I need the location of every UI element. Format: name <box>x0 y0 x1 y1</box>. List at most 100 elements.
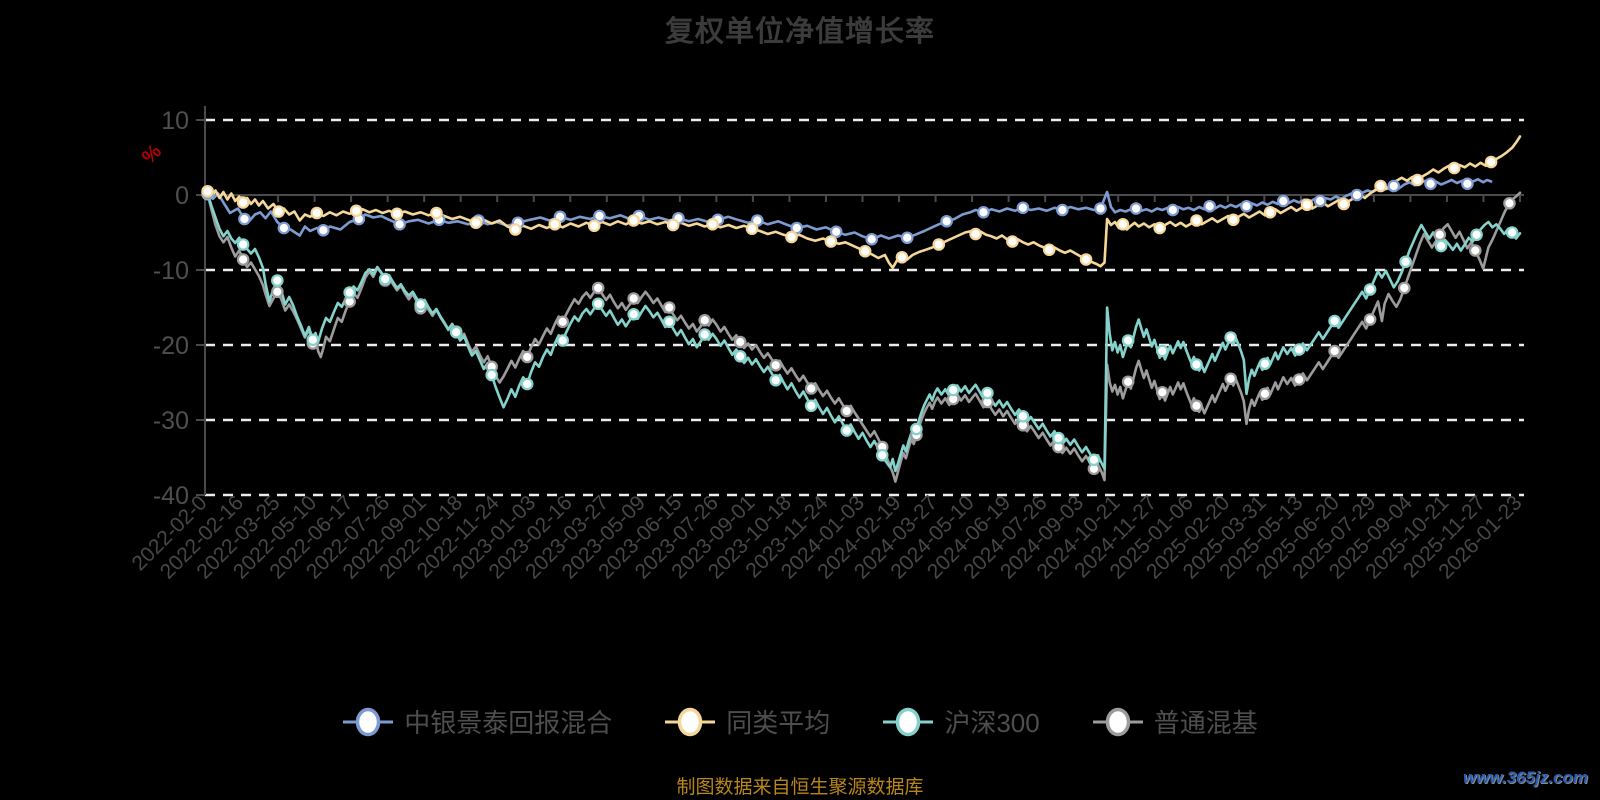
series-marker-3 <box>769 358 783 372</box>
series-marker-2 <box>1156 344 1169 358</box>
legend-item-3[interactable]: 普通混基 <box>1092 703 1258 740</box>
series-marker-3 <box>1190 399 1203 413</box>
series-marker-0 <box>1277 194 1290 208</box>
series-marker-0 <box>1203 199 1216 213</box>
series-marker-2 <box>981 386 994 400</box>
series-marker-1 <box>201 184 214 198</box>
series-marker-3 <box>627 292 640 305</box>
series-marker-1 <box>509 223 522 236</box>
series-marker-2 <box>236 238 250 251</box>
y-axis-label: -10 <box>153 257 189 285</box>
series-marker-2 <box>343 286 356 299</box>
series-marker-1 <box>745 222 759 236</box>
series-marker-2 <box>1052 431 1065 445</box>
series-marker-3 <box>1433 228 1447 242</box>
series-marker-2 <box>1505 226 1519 239</box>
legend-marker-icon <box>883 707 934 736</box>
series-marker-1 <box>895 250 909 264</box>
legend-marker-icon <box>665 707 716 736</box>
series-marker-0 <box>1129 202 1143 215</box>
legend-marker-icon <box>343 707 394 736</box>
legend-label: 同类平均 <box>726 708 831 738</box>
series-marker-1 <box>627 214 640 227</box>
data-source-note: 制图数据来自恒生聚源数据库 <box>676 777 924 798</box>
series-marker-1 <box>1447 161 1461 175</box>
series-marker-1 <box>706 217 719 231</box>
series-marker-1 <box>1006 235 1019 248</box>
series-marker-1 <box>1079 253 1093 266</box>
series-marker-3 <box>556 315 569 329</box>
series-marker-1 <box>1263 205 1277 219</box>
series-marker-3 <box>1121 375 1135 389</box>
series-marker-1 <box>349 204 363 218</box>
series-marker-2 <box>271 274 284 287</box>
series-marker-2 <box>627 307 640 321</box>
series-marker-1 <box>430 206 443 220</box>
legend-marker-icon <box>1092 707 1143 736</box>
series-line-1 <box>206 135 1522 270</box>
series-marker-1 <box>310 206 324 220</box>
series-marker-1 <box>236 196 250 209</box>
series-marker-0 <box>1056 203 1069 217</box>
series-marker-2 <box>875 448 889 462</box>
series-marker-1 <box>969 227 982 241</box>
series-marker-0 <box>277 221 291 235</box>
series-marker-1 <box>1300 198 1314 212</box>
series-marker-1 <box>1116 217 1130 231</box>
series-marker-2 <box>662 315 676 329</box>
series-marker-0 <box>593 209 606 223</box>
series-marker-2 <box>1224 331 1237 344</box>
series-marker-3 <box>698 313 711 327</box>
series-marker-1 <box>469 216 483 230</box>
series-marker-1 <box>932 238 946 251</box>
series-marker-2 <box>556 334 569 347</box>
series-marker-3 <box>1363 313 1377 326</box>
legend-item-0[interactable]: 中银景泰回报混合 <box>342 703 612 740</box>
series-marker-1 <box>1227 213 1240 227</box>
series-marker-1 <box>785 230 798 244</box>
series-marker-1 <box>272 205 285 218</box>
legend-item-2[interactable]: 沪深300 <box>882 703 1040 740</box>
series-marker-2 <box>1292 343 1306 356</box>
series-marker-2 <box>485 368 498 382</box>
series-marker-0 <box>1424 177 1437 191</box>
series-marker-3 <box>1156 385 1169 399</box>
series-marker-2 <box>840 424 854 437</box>
series-marker-3 <box>1468 244 1482 257</box>
series-marker-0 <box>238 212 251 226</box>
series-marker-0 <box>1094 202 1107 215</box>
series-marker-3 <box>1258 387 1272 401</box>
series-marker-3 <box>1292 373 1306 386</box>
series-marker-0 <box>1016 201 1030 215</box>
y-axis-label: 0 <box>175 182 189 210</box>
series-marker-0 <box>1166 203 1180 217</box>
series-marker-0 <box>1240 199 1253 213</box>
legend-label: 中银景泰回报混合 <box>404 708 613 738</box>
series-marker-3 <box>804 382 818 395</box>
legend-label: 普通混基 <box>1153 708 1258 738</box>
series-marker-2 <box>1434 239 1448 253</box>
series-line-2 <box>206 192 1522 473</box>
series-marker-2 <box>804 399 818 413</box>
series-marker-2 <box>306 333 320 347</box>
series-marker-1 <box>1190 214 1203 227</box>
series-marker-1 <box>587 219 601 233</box>
series-marker-2 <box>910 422 923 436</box>
series-marker-1 <box>390 207 404 221</box>
series-marker-0 <box>829 225 843 239</box>
series-marker-3 <box>1328 344 1341 358</box>
series-marker-3 <box>591 281 605 295</box>
series-marker-2 <box>1016 409 1030 423</box>
series-marker-0 <box>977 205 990 219</box>
series-marker-1 <box>1374 179 1387 193</box>
series-marker-0 <box>865 232 879 246</box>
series-marker-0 <box>900 231 914 245</box>
series-marker-1 <box>1484 155 1498 169</box>
series-marker-1 <box>1153 221 1166 235</box>
series-marker-3 <box>1397 281 1411 295</box>
series-marker-3 <box>1503 196 1516 210</box>
series-marker-1 <box>858 244 872 258</box>
legend-item-1[interactable]: 同类平均 <box>664 703 830 740</box>
